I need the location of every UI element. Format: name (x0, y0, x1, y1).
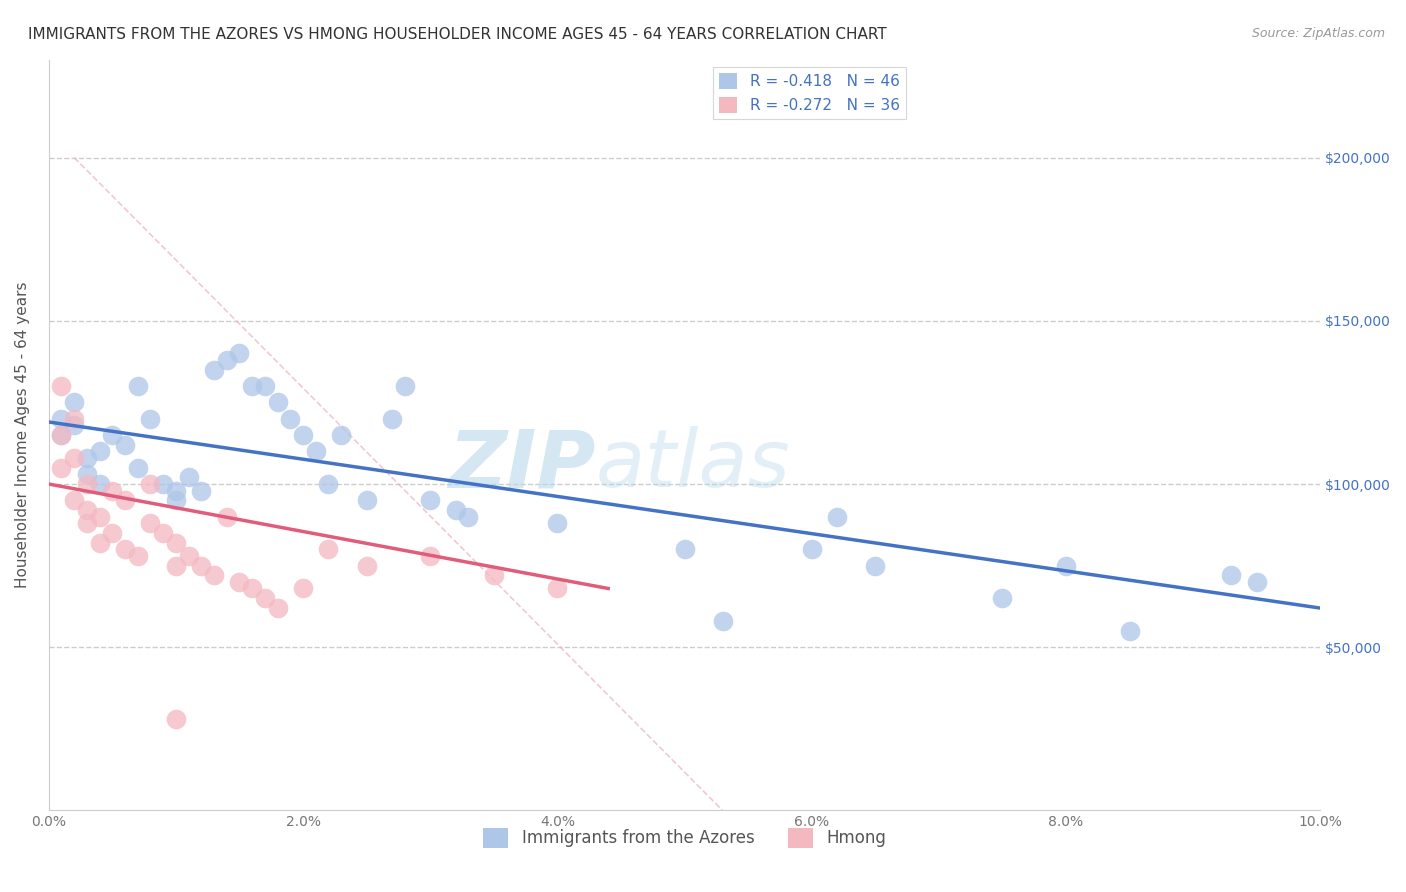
Point (318, 477, 340, 491)
Point (863, 558, 886, 573)
Point (114, 493, 136, 508)
Point (152, 477, 174, 491)
Point (394, 379, 416, 393)
Point (457, 509, 479, 524)
Legend: Immigrants from the Azores, Hmong: Immigrants from the Azores, Hmong (477, 821, 893, 855)
Point (266, 395, 288, 409)
Point (165, 558, 187, 573)
Point (278, 411, 301, 425)
Point (51, 428, 73, 442)
Point (89, 477, 111, 491)
Point (240, 379, 263, 393)
Point (51, 428, 73, 442)
Point (51, 460, 73, 475)
Point (76, 503, 98, 517)
Point (51, 411, 73, 425)
Point (63, 395, 86, 409)
Text: Source: ZipAtlas.com: Source: ZipAtlas.com (1251, 27, 1385, 40)
Point (1246, 574, 1268, 589)
Point (825, 509, 848, 524)
Point (356, 558, 378, 573)
Point (292, 428, 315, 442)
Point (114, 542, 136, 557)
Point (63, 411, 86, 425)
Point (190, 558, 212, 573)
Point (139, 411, 162, 425)
Point (240, 582, 263, 596)
Point (76, 477, 98, 491)
Text: atlas: atlas (596, 426, 790, 504)
Point (127, 379, 149, 393)
Point (266, 601, 288, 615)
Point (444, 503, 467, 517)
Point (127, 460, 149, 475)
Point (1054, 558, 1077, 573)
Point (63, 493, 86, 508)
Point (253, 379, 276, 393)
Point (152, 526, 174, 541)
Point (1220, 568, 1243, 582)
Point (419, 493, 441, 508)
Point (139, 516, 162, 531)
Point (228, 346, 250, 360)
Point (165, 483, 187, 498)
Point (51, 379, 73, 393)
Point (381, 411, 404, 425)
Point (165, 493, 187, 508)
Point (76, 450, 98, 465)
Point (63, 450, 86, 465)
Point (177, 470, 200, 484)
Point (711, 614, 734, 628)
Point (215, 509, 238, 524)
Point (165, 536, 187, 550)
Point (991, 591, 1014, 606)
Point (318, 542, 340, 557)
Text: IMMIGRANTS FROM THE AZORES VS HMONG HOUSEHOLDER INCOME AGES 45 - 64 YEARS CORREL: IMMIGRANTS FROM THE AZORES VS HMONG HOUS… (28, 27, 887, 42)
Point (89, 509, 111, 524)
Point (101, 428, 124, 442)
Point (305, 444, 328, 458)
Point (419, 549, 441, 563)
Point (127, 549, 149, 563)
Y-axis label: Householder Income Ages 45 - 64 years: Householder Income Ages 45 - 64 years (15, 282, 30, 589)
Point (546, 582, 568, 596)
Point (482, 568, 505, 582)
Point (202, 363, 225, 377)
Point (673, 542, 696, 557)
Point (139, 477, 162, 491)
Point (177, 549, 200, 563)
Point (215, 353, 238, 368)
Point (800, 542, 823, 557)
Point (202, 568, 225, 582)
Point (101, 483, 124, 498)
Point (114, 438, 136, 452)
Text: ZIP: ZIP (449, 426, 596, 504)
Point (546, 516, 568, 531)
Point (76, 467, 98, 482)
Point (101, 526, 124, 541)
Point (356, 493, 378, 508)
Point (228, 574, 250, 589)
Point (76, 516, 98, 531)
Point (292, 582, 315, 596)
Point (63, 418, 86, 433)
Point (330, 428, 353, 442)
Point (89, 444, 111, 458)
Point (165, 712, 187, 726)
Point (1118, 624, 1140, 638)
Point (89, 536, 111, 550)
Point (253, 591, 276, 606)
Point (190, 483, 212, 498)
